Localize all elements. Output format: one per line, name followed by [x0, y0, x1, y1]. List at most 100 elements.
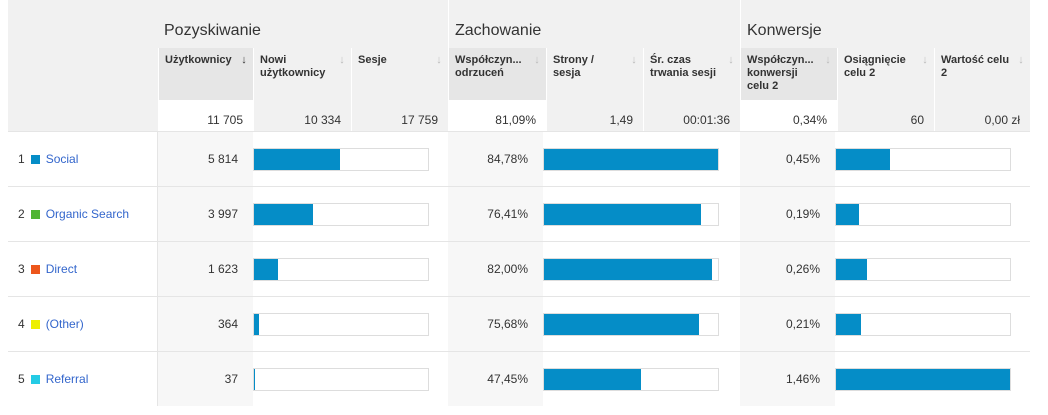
sort-arrow-icon[interactable]: ↓ — [339, 54, 345, 66]
bounce-bar — [544, 259, 713, 280]
table-row: 3 Direct 1 623 82,00% 0,26% — [8, 241, 1030, 296]
total-value: 10 334 — [253, 100, 351, 131]
bounce-bar-track — [543, 258, 719, 281]
group-acquisition: Pozyskiwanie — [158, 0, 448, 48]
table-row: 4 (Other) 364 75,68% 0,21% — [8, 296, 1030, 351]
column-header-label: Osiągnięcie celu 2 — [844, 54, 906, 79]
total-value: 00:01:36 — [643, 100, 740, 131]
users-bar-track — [253, 203, 429, 226]
column-header-label: Użytkownicy — [165, 54, 232, 66]
column-header[interactable]: Współczyn... konwersji celu 2 ↓ — [740, 48, 837, 100]
row-dimension-link[interactable]: Referral — [45, 372, 89, 386]
total-value: 81,09% — [448, 100, 546, 131]
conv-bar — [836, 314, 862, 335]
bounce-value: 76,41% — [448, 187, 543, 241]
column-header[interactable]: Nowi użytkownicy ↓ — [253, 48, 351, 100]
table-row: 2 Organic Search 3 997 76,41% 0,19% — [8, 186, 1030, 241]
conv-value: 0,21% — [740, 297, 835, 351]
group-conversions: Konwersje — [740, 0, 1030, 48]
users-value: 364 — [158, 297, 253, 351]
users-bar — [254, 204, 314, 225]
group-behavior: Zachowanie — [448, 0, 740, 48]
column-header-label: Wartość celu 2 — [941, 54, 1010, 79]
column-header-label: Współczyn... odrzuceń — [455, 54, 522, 79]
column-header[interactable]: Sesje ↓ — [351, 48, 448, 100]
conv-bar-track — [835, 258, 1011, 281]
row-dimension-link[interactable]: (Other) — [45, 317, 84, 331]
total-value: 17 759 — [351, 100, 448, 131]
row-dimension-link[interactable]: Social — [45, 152, 79, 166]
legend-square-icon — [30, 210, 40, 219]
row-rank: 4 — [18, 317, 25, 331]
legend-square-icon — [30, 375, 40, 384]
bounce-bar — [544, 369, 642, 390]
table-row: 5 Referral 37 47,45% 1,46% — [8, 351, 1030, 406]
row-dimension-link[interactable]: Direct — [45, 262, 78, 276]
total-value: 0,34% — [740, 100, 837, 131]
column-header[interactable]: Strony / sesja ↓ — [546, 48, 643, 100]
sort-arrow-icon[interactable]: ↓ — [631, 54, 637, 66]
sort-arrow-icon[interactable]: ↓ — [922, 54, 928, 66]
sort-arrow-icon[interactable]: ↓ — [436, 54, 442, 66]
bounce-bar — [544, 149, 718, 170]
column-header-label: Sesje — [358, 54, 387, 66]
legend-square-icon — [30, 265, 40, 274]
users-bar — [254, 259, 279, 280]
conv-bar-track — [835, 203, 1011, 226]
column-header[interactable]: Osiągnięcie celu 2 ↓ — [837, 48, 934, 100]
bounce-bar-track — [543, 313, 719, 336]
total-value: 11 705 — [158, 100, 253, 131]
users-bar — [254, 314, 260, 335]
users-bar-track — [253, 313, 429, 336]
conv-bar — [836, 149, 890, 170]
table-row: 1 Social 5 814 84,78% 0,45% — [8, 131, 1030, 186]
bounce-bar — [544, 204, 701, 225]
bounce-value: 82,00% — [448, 242, 543, 296]
conv-value: 0,19% — [740, 187, 835, 241]
users-value: 1 623 — [158, 242, 253, 296]
row-rank: 3 — [18, 262, 25, 276]
sort-arrow-icon[interactable]: ↓ — [241, 54, 247, 66]
conv-value: 0,26% — [740, 242, 835, 296]
dimension-header — [8, 0, 158, 131]
legend-square-icon — [30, 155, 40, 164]
column-header[interactable]: Wartość celu 2 ↓ — [934, 48, 1030, 100]
total-value: 1,49 — [546, 100, 643, 131]
users-bar-track — [253, 368, 429, 391]
conv-bar-track — [835, 368, 1011, 391]
conv-bar — [836, 369, 1010, 390]
users-value: 3 997 — [158, 187, 253, 241]
total-value: 0,00 zł — [934, 100, 1030, 131]
sort-arrow-icon[interactable]: ↓ — [1018, 54, 1024, 66]
bounce-bar-track — [543, 368, 719, 391]
column-header[interactable]: Śr. czas trwania sesji ↓ — [643, 48, 740, 100]
sort-arrow-icon[interactable]: ↓ — [534, 54, 540, 66]
conv-bar-track — [835, 148, 1011, 171]
bounce-bar-track — [543, 148, 719, 171]
bounce-value: 47,45% — [448, 352, 543, 406]
column-header-label: Strony / sesja — [553, 54, 594, 79]
total-value: 60 — [837, 100, 934, 131]
column-header-label: Nowi użytkownicy — [260, 54, 326, 79]
bounce-value: 84,78% — [448, 132, 543, 186]
conv-value: 0,45% — [740, 132, 835, 186]
row-rank: 1 — [18, 152, 25, 166]
bounce-bar-track — [543, 203, 719, 226]
column-header[interactable]: Współczyn... odrzuceń ↓ — [448, 48, 546, 100]
legend-square-icon — [30, 320, 40, 329]
sort-arrow-icon[interactable]: ↓ — [825, 54, 831, 66]
users-bar-track — [253, 258, 429, 281]
users-bar — [254, 369, 255, 390]
bounce-value: 75,68% — [448, 297, 543, 351]
column-header-label: Śr. czas trwania sesji — [650, 54, 717, 79]
conv-bar-track — [835, 313, 1011, 336]
column-header[interactable]: Użytkownicy ↓ — [158, 48, 253, 100]
sort-arrow-icon[interactable]: ↓ — [728, 54, 734, 66]
row-rank: 5 — [18, 372, 25, 386]
conv-bar — [836, 204, 859, 225]
row-rank: 2 — [18, 207, 25, 221]
conv-bar — [836, 259, 867, 280]
row-dimension-link[interactable]: Organic Search — [45, 207, 130, 221]
conv-value: 1,46% — [740, 352, 835, 406]
users-value: 37 — [158, 352, 253, 406]
